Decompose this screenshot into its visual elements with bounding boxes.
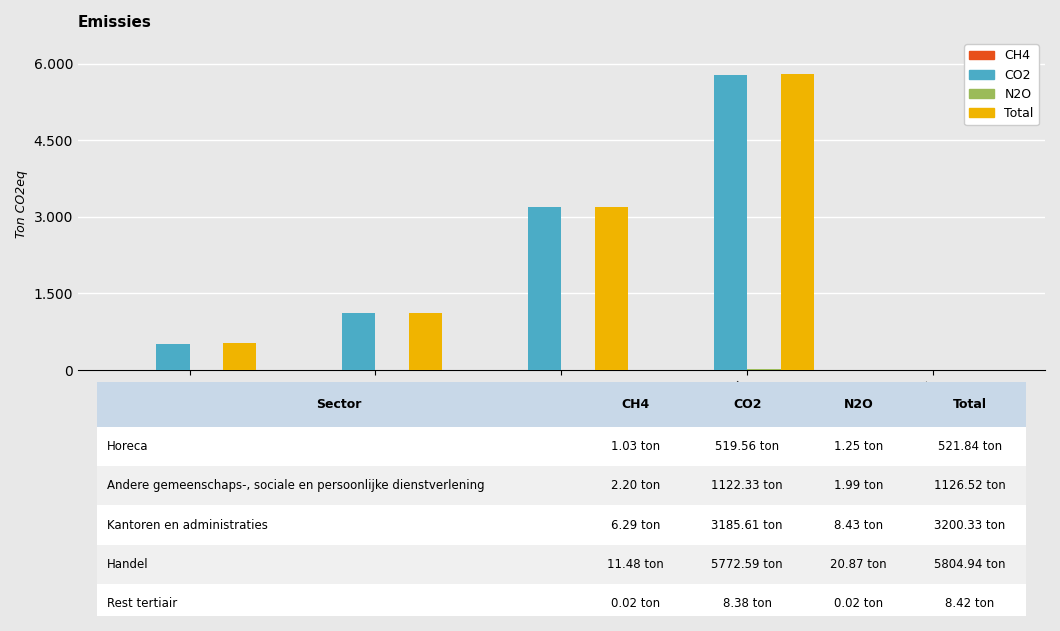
Bar bbox=[98, 505, 1026, 545]
Text: 0.02 ton: 0.02 ton bbox=[834, 597, 883, 610]
Bar bbox=[98, 382, 1026, 427]
Bar bbox=[98, 545, 1026, 584]
Bar bbox=[528, 208, 562, 370]
Text: Andere gemeenschaps-, sociale en persoonlijke dienstverlening: Andere gemeenschaps-, sociale en persoon… bbox=[107, 479, 484, 492]
Text: CO2: CO2 bbox=[732, 398, 761, 411]
Bar bbox=[156, 343, 190, 370]
Bar bbox=[714, 75, 747, 370]
Text: 8.43 ton: 8.43 ton bbox=[834, 519, 883, 531]
Text: 20.87 ton: 20.87 ton bbox=[830, 558, 887, 571]
Bar bbox=[595, 206, 629, 370]
Bar bbox=[223, 343, 257, 370]
Text: Rest tertiair: Rest tertiair bbox=[107, 597, 177, 610]
Text: 8.38 ton: 8.38 ton bbox=[723, 597, 772, 610]
Legend: CH4, CO2, N2O, Total: CH4, CO2, N2O, Total bbox=[965, 44, 1039, 125]
Text: 3185.61 ton: 3185.61 ton bbox=[711, 519, 783, 531]
Text: 8.42 ton: 8.42 ton bbox=[946, 597, 994, 610]
Text: 6.29 ton: 6.29 ton bbox=[611, 519, 660, 531]
Text: Emissies: Emissies bbox=[78, 15, 152, 30]
Text: Handel: Handel bbox=[107, 558, 148, 571]
Text: 519.56 ton: 519.56 ton bbox=[716, 440, 779, 453]
Text: 5804.94 ton: 5804.94 ton bbox=[934, 558, 1006, 571]
Bar bbox=[98, 466, 1026, 505]
Text: 0.02 ton: 0.02 ton bbox=[612, 597, 660, 610]
Text: CH4: CH4 bbox=[621, 398, 650, 411]
Text: Horeca: Horeca bbox=[107, 440, 148, 453]
Bar bbox=[747, 369, 781, 370]
Text: 1.99 ton: 1.99 ton bbox=[834, 479, 883, 492]
Text: 11.48 ton: 11.48 ton bbox=[607, 558, 665, 571]
Text: 1122.33 ton: 1122.33 ton bbox=[711, 479, 783, 492]
Text: Kantoren en administraties: Kantoren en administraties bbox=[107, 519, 268, 531]
Text: 1.25 ton: 1.25 ton bbox=[834, 440, 883, 453]
Text: N2O: N2O bbox=[844, 398, 873, 411]
Bar bbox=[98, 427, 1026, 466]
Text: Sector: Sector bbox=[316, 398, 361, 411]
Text: Total: Total bbox=[953, 398, 987, 411]
Y-axis label: Ton CO2eq: Ton CO2eq bbox=[15, 170, 28, 238]
X-axis label: Sector: Sector bbox=[542, 449, 582, 462]
Text: 3200.33 ton: 3200.33 ton bbox=[934, 519, 1006, 531]
Text: 5772.59 ton: 5772.59 ton bbox=[711, 558, 783, 571]
Bar bbox=[342, 313, 375, 370]
Bar bbox=[409, 312, 442, 370]
Bar bbox=[781, 74, 814, 370]
Text: 1126.52 ton: 1126.52 ton bbox=[934, 479, 1006, 492]
Bar bbox=[98, 584, 1026, 623]
Text: 1.03 ton: 1.03 ton bbox=[612, 440, 660, 453]
Text: 2.20 ton: 2.20 ton bbox=[612, 479, 660, 492]
Text: 521.84 ton: 521.84 ton bbox=[938, 440, 1002, 453]
